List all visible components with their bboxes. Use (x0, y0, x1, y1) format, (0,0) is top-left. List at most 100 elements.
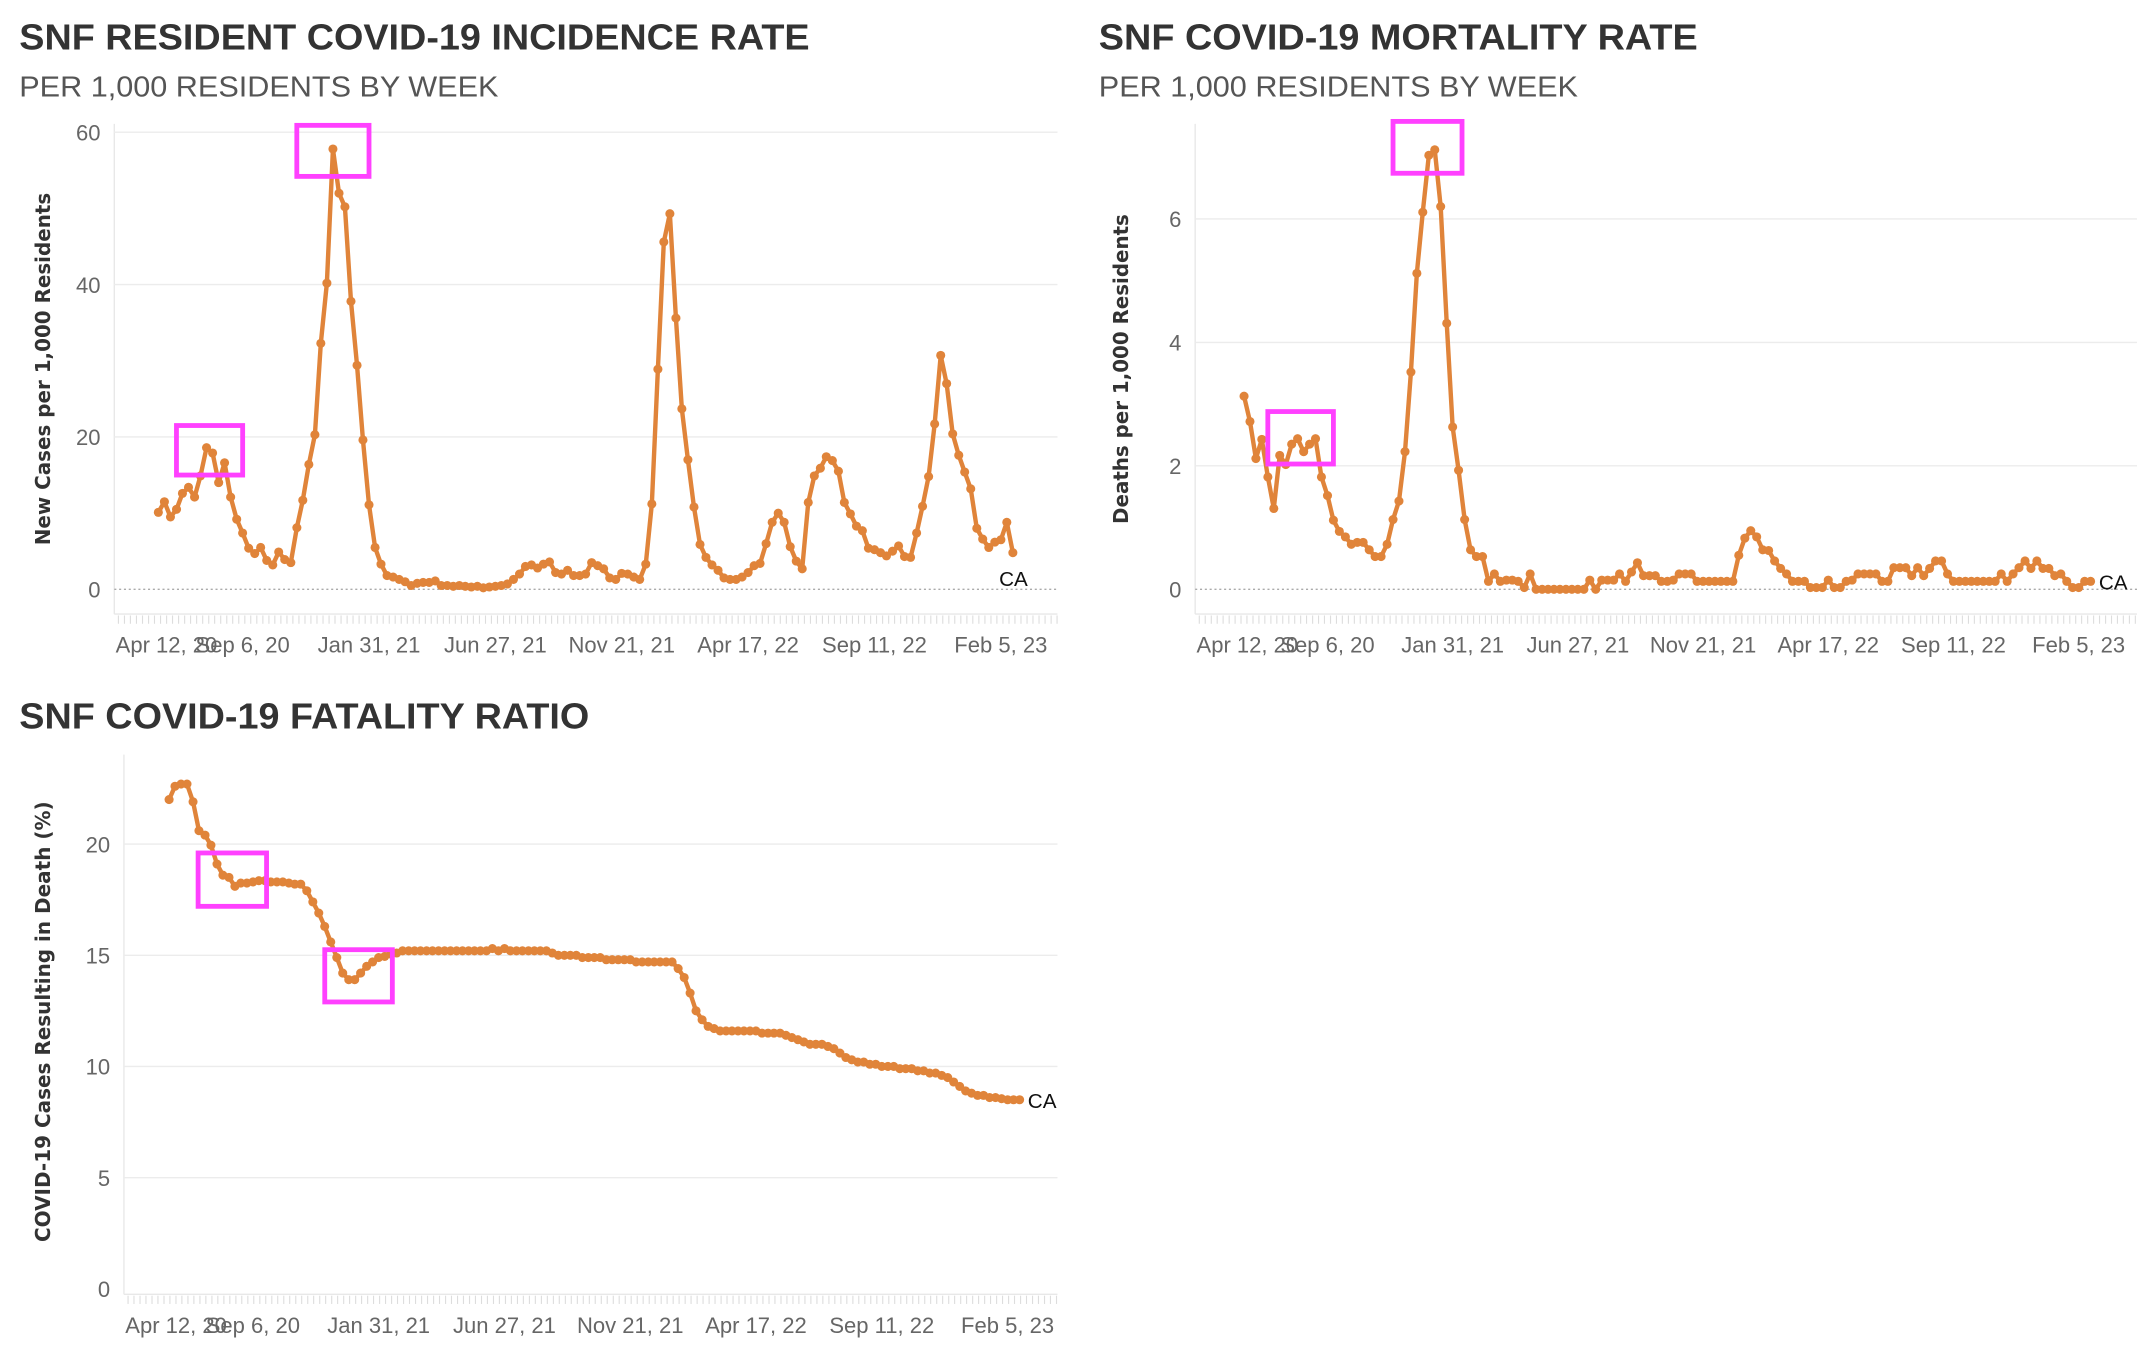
data-point[interactable] (212, 859, 222, 869)
data-point[interactable] (286, 558, 296, 568)
data-point[interactable] (224, 872, 234, 882)
data-point[interactable] (165, 512, 176, 522)
data-point[interactable] (334, 188, 344, 198)
data-point[interactable] (1305, 439, 1315, 449)
data-point[interactable] (1746, 526, 1756, 536)
data-point[interactable] (713, 565, 723, 575)
data-point[interactable] (1632, 558, 1642, 568)
data-point[interactable] (370, 542, 380, 553)
data-point[interactable] (250, 548, 260, 559)
data-point[interactable] (338, 968, 348, 978)
data-point[interactable] (1334, 526, 1344, 536)
data-point[interactable] (1668, 575, 1678, 585)
data-point[interactable] (1287, 439, 1297, 449)
data-point[interactable] (1847, 575, 1857, 585)
data-point[interactable] (641, 559, 651, 569)
data-point[interactable] (924, 472, 934, 482)
data-point[interactable] (809, 471, 819, 481)
data-point[interactable] (1752, 532, 1762, 542)
data-point[interactable] (304, 459, 314, 469)
data-point[interactable] (1907, 571, 1917, 581)
data-point[interactable] (1621, 576, 1631, 586)
data-point[interactable] (164, 795, 174, 805)
data-point[interactable] (1764, 545, 1774, 556)
data-point[interactable] (761, 539, 771, 549)
data-point[interactable] (978, 534, 988, 544)
data-point[interactable] (1263, 472, 1273, 482)
data-point[interactable] (1817, 583, 1827, 593)
data-point[interactable] (1770, 556, 1780, 566)
data-point[interactable] (1412, 268, 1422, 278)
data-point[interactable] (1008, 548, 1018, 558)
data-point[interactable] (1626, 567, 1637, 577)
data-point[interactable] (683, 455, 693, 465)
data-point[interactable] (581, 569, 591, 579)
data-point[interactable] (1382, 539, 1392, 549)
data-point[interactable] (1454, 465, 1464, 475)
data-point[interactable] (689, 502, 699, 512)
data-point[interactable] (1340, 532, 1350, 542)
data-point[interactable] (966, 484, 976, 494)
data-point[interactable] (1919, 571, 1929, 581)
data-point[interactable] (2056, 569, 2066, 579)
data-point[interactable] (743, 567, 753, 578)
data-point[interactable] (887, 546, 898, 556)
data-point[interactable] (930, 419, 940, 429)
data-point[interactable] (1614, 569, 1625, 579)
data-point[interactable] (673, 963, 683, 974)
data-point[interactable] (544, 557, 555, 567)
data-point[interactable] (767, 517, 777, 527)
data-point[interactable] (1609, 575, 1619, 585)
data-point[interactable] (1394, 496, 1404, 506)
data-point[interactable] (358, 435, 368, 445)
data-point[interactable] (332, 952, 342, 963)
data-point[interactable] (320, 921, 330, 931)
data-point[interactable] (326, 937, 336, 947)
data-point[interactable] (894, 541, 904, 551)
data-point[interactable] (906, 552, 916, 562)
data-point[interactable] (226, 492, 236, 502)
data-point[interactable] (1245, 416, 1255, 427)
data-point[interactable] (797, 564, 807, 574)
data-point[interactable] (653, 364, 663, 374)
data-point[interactable] (356, 968, 366, 978)
data-point[interactable] (679, 972, 689, 983)
data-point[interactable] (1388, 514, 1398, 525)
data-point[interactable] (833, 466, 843, 476)
data-point[interactable] (1460, 514, 1470, 525)
data-point[interactable] (1358, 537, 1368, 547)
data-point[interactable] (201, 443, 212, 453)
data-point[interactable] (785, 542, 795, 552)
data-point[interactable] (238, 528, 248, 538)
data-point[interactable] (1299, 447, 1309, 457)
data-point[interactable] (972, 523, 982, 533)
data-point[interactable] (695, 539, 705, 549)
data-point[interactable] (1686, 569, 1696, 579)
data-point[interactable] (1937, 556, 1947, 566)
data-point[interactable] (220, 458, 230, 468)
data-point[interactable] (2026, 563, 2036, 573)
data-point[interactable] (1942, 569, 1953, 579)
data-point[interactable] (328, 144, 338, 154)
data-point[interactable] (1799, 576, 1810, 586)
data-point[interactable] (1406, 367, 1416, 377)
data-point[interactable] (310, 430, 320, 440)
data-point[interactable] (200, 830, 210, 840)
data-point[interactable] (208, 448, 218, 458)
data-point[interactable] (159, 497, 169, 507)
data-point[interactable] (1489, 569, 1499, 579)
data-point[interactable] (1871, 569, 1881, 579)
data-point[interactable] (1466, 545, 1476, 555)
data-point[interactable] (1239, 391, 1249, 401)
data-point[interactable] (647, 499, 657, 509)
data-point[interactable] (1782, 569, 1792, 579)
data-point[interactable] (1996, 569, 2006, 579)
data-point[interactable] (912, 528, 922, 538)
data-point[interactable] (1513, 576, 1523, 586)
data-point[interactable] (996, 535, 1006, 545)
data-point[interactable] (697, 1015, 707, 1025)
data-point[interactable] (659, 237, 669, 247)
data-point[interactable] (779, 517, 789, 527)
data-point[interactable] (346, 296, 356, 306)
data-point[interactable] (364, 500, 374, 510)
